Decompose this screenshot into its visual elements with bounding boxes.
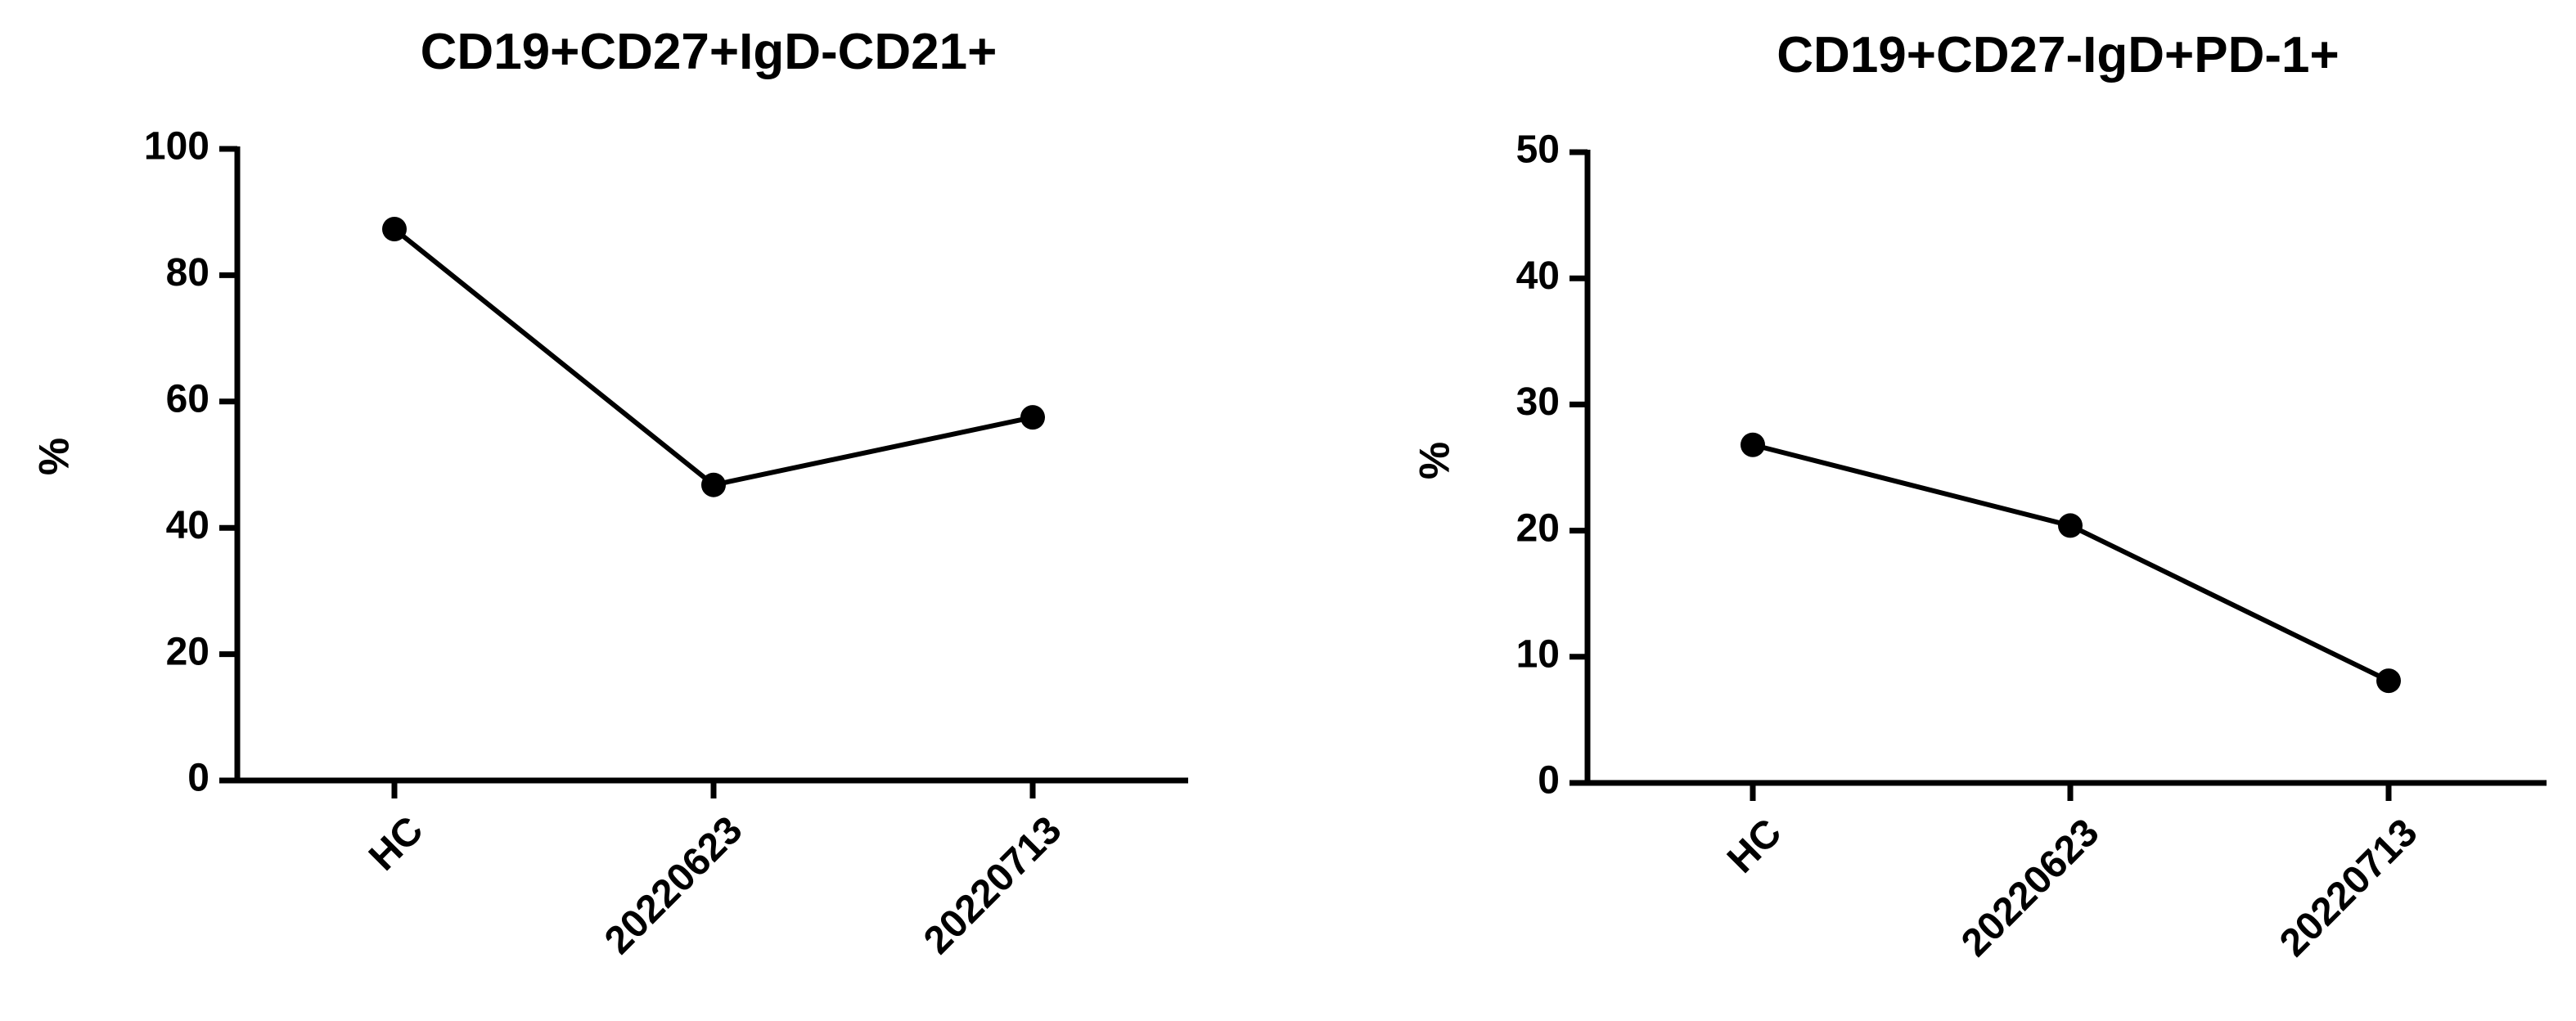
data-point (1741, 432, 1765, 457)
series-line (393, 227, 1034, 488)
y-tick-label: 0 (1538, 759, 1560, 803)
y-axis-label: % (1412, 442, 1459, 479)
data-point (382, 217, 407, 242)
x-tick-label: 20220623 (597, 808, 750, 962)
y-tick-label: 10 (1516, 632, 1560, 676)
chart-title: CD19+CD27+IgD-CD21+ (421, 24, 998, 80)
y-tick-label: 20 (1516, 506, 1560, 550)
data-point (2376, 668, 2401, 694)
data-point (1020, 405, 1045, 430)
y-tick-label: 0 (187, 757, 209, 800)
y-ticks: 0 20 40 60 80 100 (144, 125, 237, 800)
y-tick-label: 30 (1516, 380, 1560, 424)
data-point (701, 472, 726, 497)
y-tick-label: 80 (166, 251, 209, 295)
chart-panel-right: CD19+CD27-IgD+PD-1+ % 0 10 20 30 40 50 HC 2022… (1412, 27, 2547, 965)
data-point (2058, 513, 2083, 538)
x-ticks: HC 20220623 20220713 (1719, 783, 2426, 965)
x-tick-label: HC (1719, 811, 1790, 881)
x-tick-label: HC (361, 808, 431, 879)
y-tick-label: 60 (166, 377, 209, 421)
x-tick-label: 20220713 (916, 808, 1070, 962)
chart-panel-left: CD19+CD27+IgD-CD21+ % 0 20 40 60 80 100 HC 202… (31, 24, 1188, 963)
y-axis-label: % (31, 438, 79, 475)
x-ticks: HC 20220623 20220713 (361, 780, 1070, 963)
y-ticks: 0 10 20 30 40 50 (1516, 128, 1587, 803)
y-tick-label: 40 (1516, 254, 1560, 298)
y-tick-label: 20 (166, 630, 209, 673)
y-tick-label: 40 (166, 504, 209, 547)
axes (221, 146, 1188, 784)
y-tick-label: 100 (144, 125, 209, 169)
x-tick-label: 20220713 (2272, 811, 2425, 965)
data-series (382, 217, 1045, 497)
series-line (1752, 442, 2390, 683)
data-series (1741, 432, 2401, 694)
chart-title: CD19+CD27-IgD+PD-1+ (1777, 27, 2339, 83)
axes (1571, 150, 2547, 786)
y-tick-label: 50 (1516, 128, 1560, 172)
x-tick-label: 20220623 (1953, 811, 2107, 965)
